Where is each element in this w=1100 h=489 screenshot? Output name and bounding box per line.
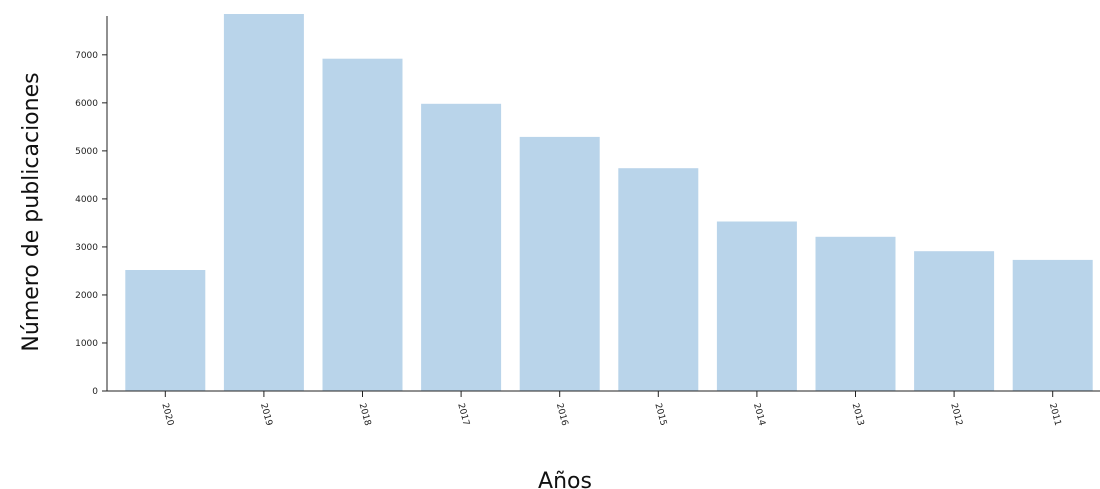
y-tick-label: 0 xyxy=(92,387,98,397)
y-tick-label: 2000 xyxy=(75,291,98,301)
x-tick-label: 2014 xyxy=(751,402,767,427)
y-axis-title: Número de publicaciones xyxy=(19,72,44,351)
x-tick-label: 2017 xyxy=(455,402,471,427)
x-tick-label: 2018 xyxy=(357,402,373,427)
bar-2014 xyxy=(716,221,797,391)
y-tick-label: 7000 xyxy=(75,51,98,61)
y-tick-label: 5000 xyxy=(75,147,98,157)
y-tick-label: 1000 xyxy=(75,339,98,349)
x-tick-label: 2015 xyxy=(652,402,668,427)
x-tick-label: 2016 xyxy=(554,402,570,427)
y-tick-label: 4000 xyxy=(75,195,98,205)
x-tick-label: 2013 xyxy=(850,402,866,427)
bar-2017 xyxy=(421,103,502,392)
y-tick-label: 6000 xyxy=(75,99,98,109)
bar-2018 xyxy=(322,58,403,391)
x-axis: 2020 2019 2018 2017 2016 2015 2014 2013 2012 2011 xyxy=(107,390,1100,427)
x-tick-label: 2011 xyxy=(1047,402,1063,427)
x-tick-label: 2019 xyxy=(258,402,274,427)
bar-2012 xyxy=(914,251,995,391)
bar-2013 xyxy=(815,236,896,391)
bar-2016 xyxy=(519,136,600,391)
bar-2015 xyxy=(618,168,699,391)
bar-2020 xyxy=(125,270,206,391)
x-tick-label: 2020 xyxy=(159,402,175,427)
x-axis-title: Años xyxy=(538,469,592,489)
bars xyxy=(125,14,1093,392)
y-tick-label: 3000 xyxy=(75,243,98,253)
x-tick-label: 2012 xyxy=(948,402,964,427)
y-axis: 0 1000 2000 3000 4000 5000 6000 7000 xyxy=(75,16,108,397)
bar-2011 xyxy=(1012,259,1093,391)
bar-2019 xyxy=(223,14,304,391)
